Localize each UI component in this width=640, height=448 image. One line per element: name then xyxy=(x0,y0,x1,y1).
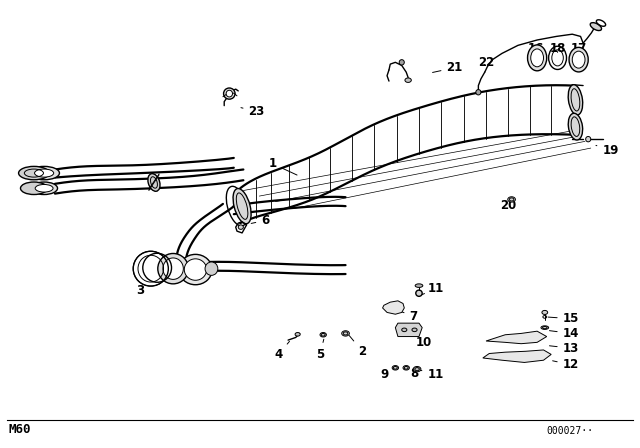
Ellipse shape xyxy=(541,326,548,329)
Text: 20: 20 xyxy=(500,199,516,212)
Ellipse shape xyxy=(413,366,421,372)
Ellipse shape xyxy=(476,90,481,95)
Text: 6: 6 xyxy=(251,214,269,227)
Ellipse shape xyxy=(412,328,417,332)
Text: 2: 2 xyxy=(349,336,367,358)
Ellipse shape xyxy=(31,182,58,194)
Ellipse shape xyxy=(223,88,235,99)
Text: 4: 4 xyxy=(275,341,289,361)
Polygon shape xyxy=(396,323,422,336)
Ellipse shape xyxy=(342,331,349,336)
Ellipse shape xyxy=(179,254,212,285)
Text: 12: 12 xyxy=(552,358,579,371)
Ellipse shape xyxy=(20,182,47,194)
Ellipse shape xyxy=(148,174,160,191)
Text: 18: 18 xyxy=(549,43,566,56)
Text: 14: 14 xyxy=(550,327,579,340)
Ellipse shape xyxy=(238,225,243,229)
Ellipse shape xyxy=(415,284,423,288)
Text: 11: 11 xyxy=(422,282,444,295)
Text: 21: 21 xyxy=(433,61,463,74)
Ellipse shape xyxy=(527,45,547,71)
Text: 7: 7 xyxy=(399,310,417,323)
Text: M60: M60 xyxy=(8,423,31,436)
Ellipse shape xyxy=(233,189,251,224)
Ellipse shape xyxy=(226,90,232,97)
Text: 8: 8 xyxy=(407,367,419,380)
Ellipse shape xyxy=(320,332,326,337)
Text: 9: 9 xyxy=(381,368,394,381)
Ellipse shape xyxy=(542,310,548,314)
Ellipse shape xyxy=(531,49,543,67)
Text: 11: 11 xyxy=(420,368,444,381)
Ellipse shape xyxy=(19,166,49,180)
Ellipse shape xyxy=(133,251,168,286)
Polygon shape xyxy=(240,85,572,223)
Text: 3: 3 xyxy=(136,271,161,297)
Text: 000027··: 000027·· xyxy=(547,426,594,436)
Text: 13: 13 xyxy=(550,342,579,355)
Ellipse shape xyxy=(405,78,412,82)
Ellipse shape xyxy=(403,366,410,370)
Text: 23: 23 xyxy=(241,105,265,118)
Ellipse shape xyxy=(402,328,407,332)
Text: 16: 16 xyxy=(527,43,544,56)
Text: 5: 5 xyxy=(316,339,324,361)
Ellipse shape xyxy=(568,113,582,140)
Polygon shape xyxy=(383,301,404,314)
Text: 1: 1 xyxy=(268,157,297,175)
Text: 19: 19 xyxy=(596,144,619,157)
Ellipse shape xyxy=(569,47,588,72)
Text: 10: 10 xyxy=(410,334,432,349)
Ellipse shape xyxy=(158,254,188,284)
Ellipse shape xyxy=(392,366,399,370)
Ellipse shape xyxy=(399,60,404,65)
Ellipse shape xyxy=(35,169,54,177)
Ellipse shape xyxy=(184,259,207,280)
Ellipse shape xyxy=(568,85,582,115)
Ellipse shape xyxy=(163,258,183,280)
Ellipse shape xyxy=(508,197,515,202)
Ellipse shape xyxy=(35,185,53,192)
Polygon shape xyxy=(486,331,547,344)
Text: 15: 15 xyxy=(548,312,579,325)
Ellipse shape xyxy=(572,51,585,68)
Ellipse shape xyxy=(205,262,218,276)
Text: 22: 22 xyxy=(478,56,495,69)
Ellipse shape xyxy=(416,290,422,296)
Text: 17: 17 xyxy=(571,43,588,56)
Ellipse shape xyxy=(590,23,602,30)
Ellipse shape xyxy=(295,332,300,336)
Polygon shape xyxy=(483,350,551,362)
Ellipse shape xyxy=(29,166,60,180)
Ellipse shape xyxy=(586,137,591,142)
